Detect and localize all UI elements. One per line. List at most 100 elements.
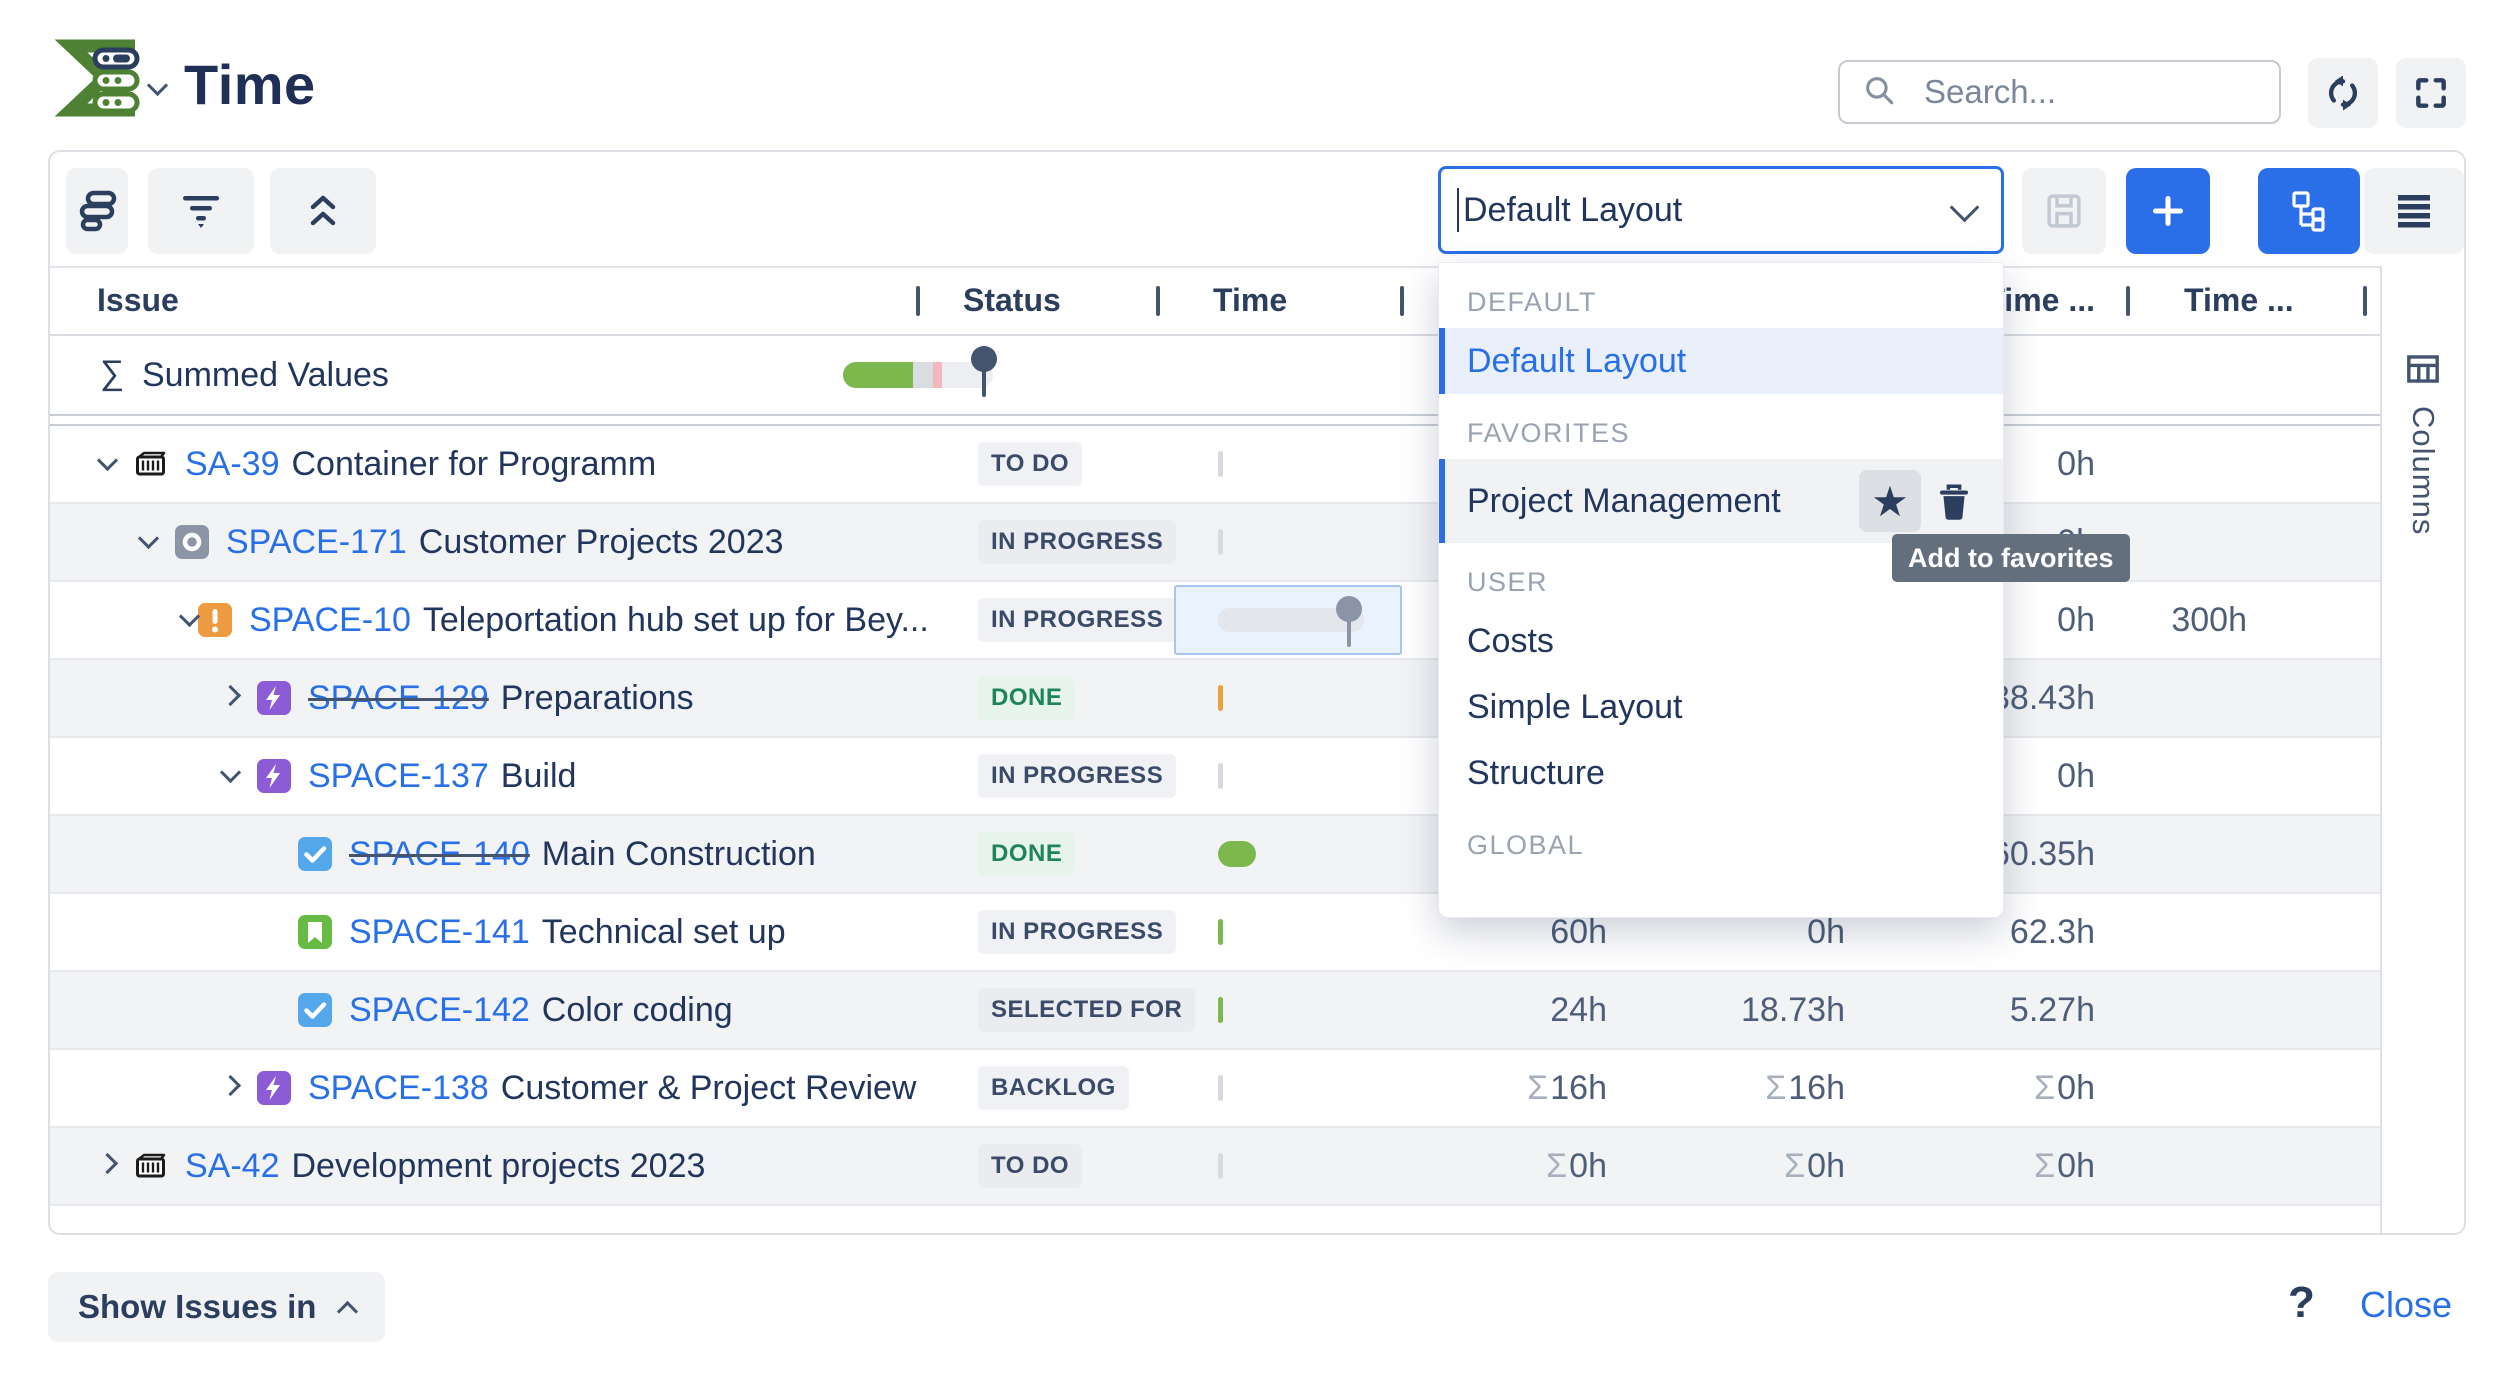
time-col7-value xyxy=(2128,894,2365,970)
progress-pin-icon[interactable] xyxy=(970,346,997,397)
time-col4-value: Σ 16h xyxy=(1527,1068,1607,1107)
issue-key-link[interactable]: SA-39 xyxy=(185,444,280,483)
help-button[interactable]: ? xyxy=(2288,1278,2315,1327)
column-header-status[interactable]: Status xyxy=(918,266,1160,334)
table-row[interactable]: SPACE-141 Technical set up IN PROGRESS 60h 0… xyxy=(50,894,2380,972)
issue-key-link[interactable]: SA-42 xyxy=(185,1146,280,1185)
column-resize-handle[interactable] xyxy=(1400,286,1404,316)
time-slider-track[interactable] xyxy=(1218,596,1364,647)
time-col4-value: 24h xyxy=(1550,990,1607,1029)
time-cell[interactable] xyxy=(1158,504,1402,580)
hierarchy-view-button[interactable] xyxy=(2258,168,2360,254)
chevron-right-icon[interactable] xyxy=(96,1152,133,1176)
time-cell[interactable] xyxy=(1158,582,1402,658)
issue-key-link[interactable]: SPACE-10 xyxy=(249,600,411,639)
issue-summary: Development projects 2023 xyxy=(291,1146,706,1185)
filter-button[interactable] xyxy=(148,168,254,254)
time-col7-value xyxy=(2128,816,2365,892)
layout-select-value: Default Layout xyxy=(1463,190,1683,229)
time-cell[interactable] xyxy=(1158,816,1402,892)
summed-time-cell xyxy=(783,336,1027,414)
dropdown-item[interactable]: Project Management ★ xyxy=(1439,459,2003,543)
issue-cell: SPACE-171 Customer Projects 2023 xyxy=(50,504,918,580)
fullscreen-button[interactable] xyxy=(2396,58,2466,128)
dropdown-item[interactable]: Simple Layout xyxy=(1439,674,2003,740)
plus-icon xyxy=(2153,196,2183,226)
progress-sliver xyxy=(1218,1153,1223,1179)
table-row[interactable]: SPACE-142 Color coding SELECTED FOR 24h 18.7… xyxy=(50,972,2380,1050)
add-to-favorites-tooltip: Add to favorites xyxy=(1892,534,2130,582)
layout-select[interactable]: Default Layout xyxy=(1438,166,2004,254)
dropdown-item[interactable]: Structure xyxy=(1439,740,2003,806)
time-slider-pin-icon[interactable] xyxy=(1336,596,1362,647)
list-icon xyxy=(2398,195,2430,228)
table-row[interactable]: SPACE-138 Customer & Project Review BACKLO… xyxy=(50,1050,2380,1128)
column-header-time-col7[interactable]: Time ... xyxy=(2128,266,2367,334)
show-issues-in-button[interactable]: Show Issues in xyxy=(48,1272,386,1342)
time-col6-value: Σ 0h xyxy=(2034,1068,2095,1107)
logo-chevron-down-icon[interactable] xyxy=(146,74,169,97)
table-row[interactable]: SPACE-137 Build IN PROGRESS 0h xyxy=(50,738,2380,816)
time-col7-value xyxy=(2128,660,2365,736)
issue-cell: SPACE-137 Build xyxy=(50,738,918,814)
column-header-time[interactable]: Time xyxy=(1158,266,1404,334)
table-row[interactable]: SA-42 Development projects 2023 TO DO Σ 0h Σ 0… xyxy=(50,1128,2380,1206)
chevron-down-icon[interactable] xyxy=(219,761,256,785)
check-blue-issue-type-icon xyxy=(297,992,333,1028)
time-cell[interactable] xyxy=(1158,426,1402,502)
star-icon: ★ xyxy=(1871,477,1909,525)
column-header-issue[interactable]: Issue xyxy=(50,266,920,334)
column-resize-handle[interactable] xyxy=(1156,286,1160,316)
close-link[interactable]: Close xyxy=(2360,1284,2453,1325)
progress-sliver xyxy=(1218,997,1223,1023)
columns-sidebar-toggle[interactable]: Columns xyxy=(2380,266,2464,1233)
time-cell[interactable] xyxy=(1158,894,1402,970)
collapse-all-button[interactable] xyxy=(270,168,376,254)
delete-layout-button[interactable] xyxy=(1929,470,1979,532)
issue-key-link[interactable]: SPACE-141 xyxy=(349,912,530,951)
issue-summary: Container for Programm xyxy=(291,444,657,483)
time-cell[interactable] xyxy=(1158,972,1402,1048)
chevron-down-icon[interactable] xyxy=(96,449,133,473)
favorite-star-button[interactable]: ★ xyxy=(1859,470,1921,532)
column-resize-handle[interactable] xyxy=(916,286,920,316)
time-cell[interactable] xyxy=(1158,738,1402,814)
time-col6-value: Σ 0h xyxy=(2034,1146,2095,1185)
group-by-button[interactable] xyxy=(66,168,128,254)
filter-icon xyxy=(183,196,219,228)
table-row[interactable]: SPACE-129 Preparations DONE 38.43h xyxy=(50,660,2380,738)
chevron-right-icon[interactable] xyxy=(219,684,256,708)
time-col4-value: 60h xyxy=(1550,912,1607,951)
issue-key-link[interactable]: SPACE-129 xyxy=(308,678,489,717)
chevron-right-icon[interactable] xyxy=(219,1074,256,1098)
column-resize-handle[interactable] xyxy=(2126,286,2130,316)
issue-key-link[interactable]: SPACE-142 xyxy=(349,990,530,1029)
time-cell[interactable] xyxy=(1158,660,1402,736)
issue-key-link[interactable]: SPACE-140 xyxy=(349,834,530,873)
chevron-down-icon[interactable] xyxy=(178,605,201,629)
chevron-down-icon[interactable] xyxy=(137,527,174,551)
time-cell[interactable] xyxy=(1158,1050,1402,1126)
table-row[interactable]: SA-39 Container for Programm TO DO 0h xyxy=(50,426,2380,504)
refresh-button[interactable] xyxy=(2308,58,2378,128)
issue-key-link[interactable]: SPACE-138 xyxy=(308,1068,489,1107)
dropdown-item-actions: ★ xyxy=(1859,470,1979,532)
progress-sliver xyxy=(1218,685,1223,711)
search-box[interactable] xyxy=(1838,60,2281,124)
search-input[interactable] xyxy=(1922,72,2246,112)
dropdown-item[interactable]: Default Layout xyxy=(1439,328,2003,394)
add-button[interactable] xyxy=(2126,168,2210,254)
summed-progress-bar xyxy=(842,346,997,397)
table-row[interactable]: SPACE-140 Main Construction DONE 60.35h xyxy=(50,816,2380,894)
issue-key-link[interactable]: SPACE-137 xyxy=(308,756,489,795)
issue-key-link[interactable]: SPACE-171 xyxy=(226,522,407,561)
column-resize-handle[interactable] xyxy=(2363,286,2367,316)
table-row[interactable]: SPACE-10 Teleportation hub set up for Bey… xyxy=(50,582,2380,660)
save-layout-button[interactable] xyxy=(2022,168,2106,254)
dropdown-item[interactable]: Costs xyxy=(1439,608,2003,674)
issue-cell: SPACE-129 Preparations xyxy=(50,660,918,736)
list-view-button[interactable] xyxy=(2364,168,2464,254)
time-cell[interactable] xyxy=(1158,1128,1402,1204)
app-logo-icon[interactable] xyxy=(54,38,141,118)
selected-time-cell[interactable] xyxy=(1174,585,1402,655)
